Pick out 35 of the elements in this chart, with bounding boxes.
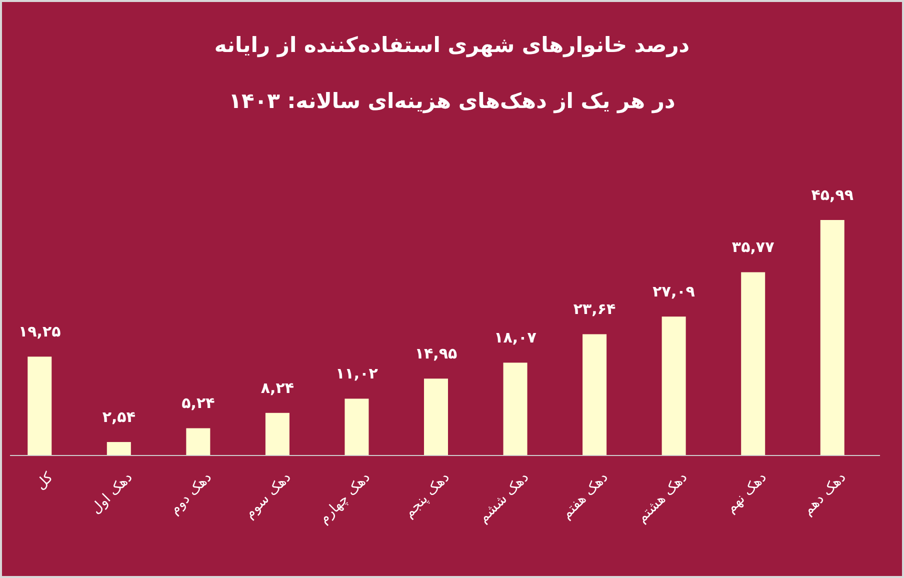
data-label: ۲,۵۴	[102, 408, 136, 426]
x-tick-label: دهک دوم	[166, 470, 216, 518]
chart-title: درصد خانوارهای شهری استفاده‌کننده از رایانه	[214, 33, 690, 58]
chart-subtitle: در هر یک از دهک‌های هزینه‌ای سالانه: ۱۴۰۳	[228, 89, 676, 114]
bar	[741, 272, 766, 455]
x-tick-label: دهک سوم	[242, 470, 294, 522]
bar	[424, 378, 448, 455]
data-label: ۲۷,۰۹	[652, 282, 695, 301]
x-tick-label: دهک ششم	[475, 470, 532, 526]
bar	[265, 412, 290, 455]
x-tick-label: دهک نهم	[723, 470, 770, 516]
x-tick-label: کل	[32, 469, 57, 494]
data-label: ۴۵,۹۹	[811, 186, 854, 204]
bar	[503, 362, 528, 455]
data-label: ۵,۲۴	[182, 394, 215, 412]
bar	[28, 356, 52, 455]
data-label: ۱۴,۹۵	[414, 344, 458, 363]
data-label: ۱۸,۰۷	[494, 328, 536, 347]
x-tick-label: دهک دهم	[800, 470, 850, 519]
bar	[344, 398, 369, 455]
data-label: ۳۵,۷۷	[732, 238, 774, 256]
bar	[820, 220, 844, 455]
x-tick-label: دهک پنجم	[401, 470, 453, 522]
data-label: ۲۳,۶۴	[573, 300, 616, 318]
x-tick-label: دهک هشتم	[634, 470, 691, 526]
data-label: ۸,۲۴	[260, 378, 294, 397]
bar	[582, 334, 607, 455]
x-tick-label: دهک اول	[88, 470, 136, 518]
x-tick-label: دهک چهارم	[316, 470, 374, 528]
bar	[106, 442, 131, 455]
bar	[186, 428, 210, 455]
data-label: ۱۱,۰۲	[336, 364, 378, 383]
x-tick-label: دهک هفتم	[558, 470, 612, 522]
bar	[662, 316, 686, 455]
data-label: ۱۹,۲۵	[18, 322, 61, 341]
